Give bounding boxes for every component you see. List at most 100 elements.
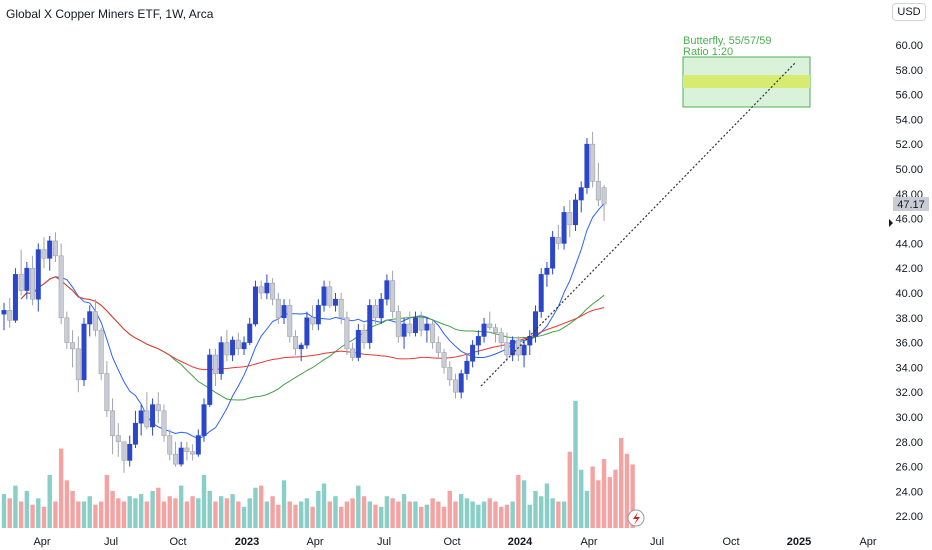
candle [264, 274, 270, 300]
candle [510, 336, 516, 362]
y-tick-label: 22.00 [895, 511, 923, 523]
volume-bar [167, 496, 172, 528]
butterfly-label: Butterfly, 55/57/59 [683, 35, 771, 47]
candle [75, 336, 81, 393]
volume-bar [173, 498, 178, 528]
x-tick-label: Jul [104, 536, 118, 548]
trend-line[interactable] [480, 61, 797, 387]
candle [132, 410, 138, 448]
candle [412, 311, 418, 337]
volume-bar [533, 490, 538, 528]
volume-bar [481, 501, 487, 528]
x-tick-label: Oct [443, 536, 460, 548]
volume-bar [41, 506, 47, 528]
volume-bar [384, 496, 390, 528]
candle [430, 320, 436, 349]
volume-bar [150, 490, 155, 528]
volume-bar [401, 494, 407, 528]
candle [452, 373, 458, 399]
ratio-label: Ratio 1:20 [683, 46, 733, 58]
candle [304, 311, 310, 349]
candle [115, 423, 121, 457]
candle [590, 131, 596, 188]
x-tick-label: 2025 [787, 536, 811, 548]
last-price-box [893, 197, 929, 211]
volume-bar [87, 496, 92, 528]
volume-bar [539, 496, 544, 528]
candle [121, 441, 127, 473]
volume-bar [390, 498, 395, 528]
y-tick-label: 58.00 [895, 65, 923, 77]
y-tick-label: 24.00 [895, 486, 923, 498]
candle [47, 235, 53, 271]
last-price-marker: 47.17 [889, 197, 929, 227]
candle [447, 361, 453, 386]
volume-bar [521, 480, 527, 528]
volume-bar [596, 480, 601, 528]
candle [372, 299, 378, 324]
candle [218, 336, 224, 380]
volume-bar [418, 506, 424, 528]
volume-bar [630, 464, 635, 528]
volume-bar [516, 475, 521, 528]
volume-bar [144, 501, 150, 528]
volume-bar [413, 501, 418, 528]
candle [212, 348, 218, 386]
volume-bar [304, 498, 310, 528]
y-tick-label: 56.00 [895, 90, 923, 102]
volume-bar [18, 501, 24, 528]
candle [521, 340, 527, 368]
candle [567, 200, 573, 238]
x-axis: Apr Jul Oct 2023 Apr Jul Oct 2024 Apr Jul Oct 2025 A… [33, 536, 876, 548]
candle [550, 231, 556, 275]
candle [464, 355, 470, 380]
volume-bar [70, 490, 75, 528]
volume-bar [327, 501, 332, 528]
volume-bar [321, 483, 327, 528]
y-tick-label: 46.00 [895, 214, 923, 226]
volume-bar [58, 448, 64, 528]
volume-bar [293, 504, 298, 528]
last-price-label: 47.17 [897, 199, 925, 211]
volume-bar [424, 504, 430, 528]
volume-bar [607, 477, 612, 528]
candle [321, 280, 327, 312]
volume-bar [310, 506, 315, 528]
volume-bar [613, 469, 618, 528]
volume-bar [356, 485, 361, 528]
candle [281, 299, 287, 324]
candle [424, 317, 430, 343]
y-tick-label: 26.00 [895, 462, 923, 474]
volume-bar [213, 501, 218, 528]
x-tick-label: Apr [859, 536, 876, 548]
candle [481, 317, 487, 343]
candle [595, 162, 601, 207]
volume-bar [287, 501, 292, 528]
volume-bar [161, 501, 167, 528]
candle [258, 280, 264, 300]
volume-bar [550, 498, 555, 528]
volume-bar [81, 501, 87, 528]
volume-bar [24, 490, 30, 528]
candle [87, 305, 93, 337]
candle [470, 340, 476, 368]
volume-bar [207, 490, 212, 528]
lightning-icon[interactable] [627, 509, 645, 527]
candle [241, 336, 247, 355]
candle [230, 336, 236, 362]
candle [12, 268, 18, 323]
candle [24, 262, 30, 300]
candle [390, 270, 396, 318]
volume-bar [487, 498, 492, 528]
volume-bar [36, 498, 41, 528]
volume-bar [201, 475, 207, 528]
volume-bar [378, 506, 384, 528]
candle [110, 398, 116, 455]
volume-bar [476, 504, 481, 528]
candle [344, 311, 350, 355]
volume-bar [47, 475, 52, 528]
currency-button[interactable]: USD [892, 3, 926, 21]
volume-bar [276, 504, 281, 528]
volume-bar [104, 475, 110, 528]
